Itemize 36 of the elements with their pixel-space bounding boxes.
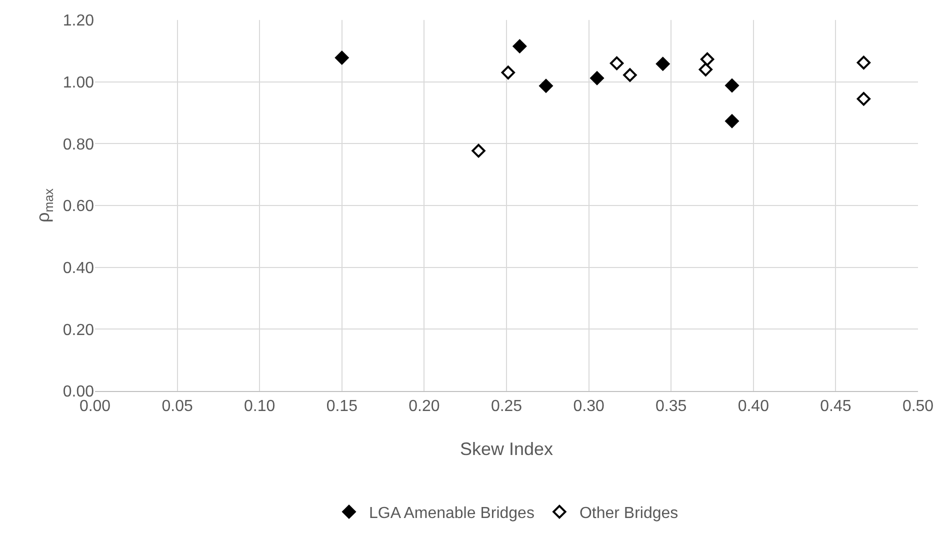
- point: [590, 71, 604, 85]
- x-tick-label: 0.10: [244, 398, 276, 416]
- x-tick-label: 0.20: [408, 398, 440, 416]
- point: [856, 56, 871, 70]
- point: [472, 144, 486, 158]
- y-tick-label: 1.00: [62, 74, 94, 92]
- y-tick-label: 0.00: [62, 384, 94, 401]
- point: [501, 66, 515, 80]
- x-tick-label: 0.15: [326, 398, 358, 416]
- y-tick-label: 0.40: [62, 260, 94, 277]
- x-tick-label: 0.35: [656, 398, 687, 416]
- x-tick-label: 0.30: [573, 398, 604, 416]
- point: [539, 79, 553, 93]
- point: [623, 68, 637, 82]
- point: [610, 56, 624, 70]
- point: [335, 50, 349, 65]
- point: [725, 78, 739, 92]
- legend-label: Other Bridges: [579, 505, 678, 522]
- x-tick-label: 0.40: [738, 398, 770, 416]
- y-tick-label: 0.20: [62, 322, 94, 339]
- point: [856, 92, 871, 106]
- point: [698, 62, 713, 76]
- x-tick-label: 0.00: [79, 398, 111, 416]
- y-tick-label: 1.20: [62, 12, 94, 30]
- x-tick-label: 0.05: [162, 398, 193, 416]
- point: [512, 39, 527, 54]
- y-tick-label: 0.80: [62, 136, 94, 154]
- point: [700, 52, 714, 66]
- x-tick-label: 0.45: [820, 398, 852, 416]
- point: [725, 114, 739, 128]
- x-axis-title: Skew Index: [460, 439, 554, 459]
- legend-label: LGA Amenable Bridges: [369, 505, 534, 522]
- point: [656, 57, 670, 71]
- y-tick-label: 0.60: [62, 198, 94, 216]
- x-tick-label: 0.25: [490, 398, 522, 416]
- x-tick-label: 0.50: [902, 398, 934, 416]
